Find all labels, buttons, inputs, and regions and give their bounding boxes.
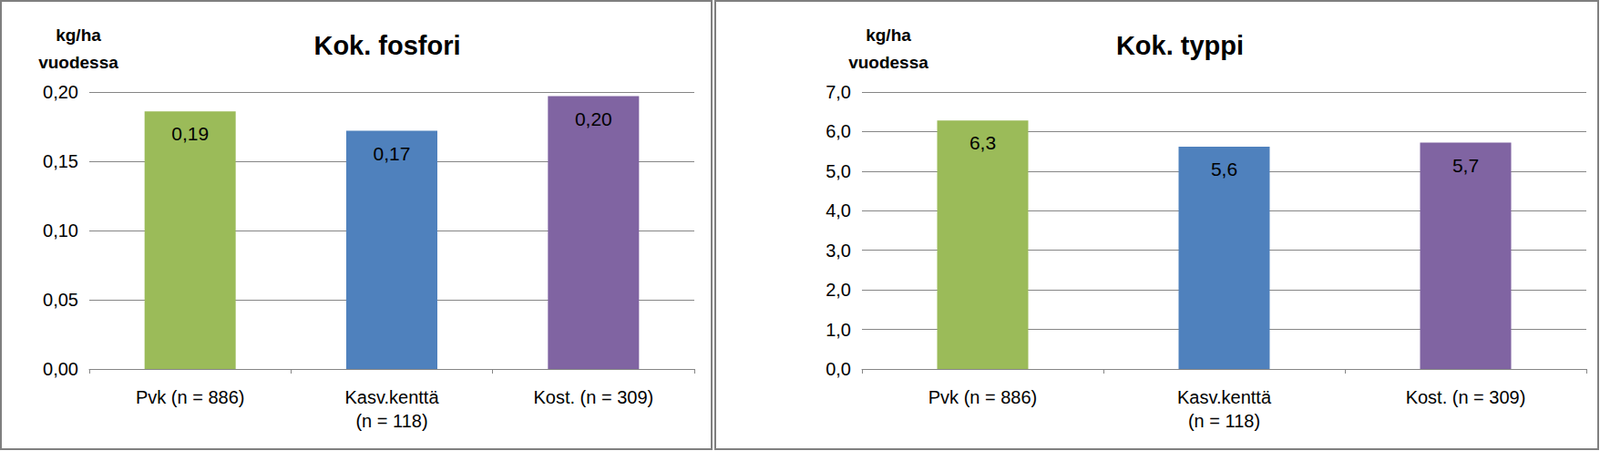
svg-text:0,20: 0,20 (574, 108, 613, 130)
svg-text:0,00: 0,00 (42, 358, 79, 380)
svg-text:7,0: 7,0 (825, 82, 852, 103)
svg-text:1,0: 1,0 (825, 319, 852, 340)
svg-text:kg/ha: kg/ha (865, 25, 912, 45)
svg-text:0,15: 0,15 (42, 151, 79, 172)
svg-text:3,0: 3,0 (825, 240, 852, 261)
svg-text:0,05: 0,05 (42, 289, 79, 310)
svg-text:2,0: 2,0 (825, 279, 852, 300)
svg-text:5,6: 5,6 (1210, 158, 1238, 180)
svg-text:Kost. (n = 309): Kost. (n = 309) (1405, 387, 1527, 408)
svg-text:vuodessa: vuodessa (38, 52, 119, 72)
svg-text:5,7: 5,7 (1452, 154, 1479, 176)
svg-text:Pvk (n = 886): Pvk (n = 886) (928, 387, 1038, 408)
svg-text:5,0: 5,0 (825, 161, 852, 182)
svg-text:0,10: 0,10 (42, 220, 79, 241)
svg-text:0,20: 0,20 (42, 82, 79, 103)
svg-text:Kasv.kenttä: Kasv.kenttä (1177, 387, 1272, 408)
svg-text:0,17: 0,17 (373, 143, 411, 165)
svg-text:Kok. typpi: Kok. typpi (1116, 30, 1244, 61)
svg-text:Kasv.kenttä: Kasv.kenttä (344, 387, 440, 408)
svg-text:4,0: 4,0 (825, 200, 852, 221)
svg-text:vuodessa: vuodessa (848, 52, 929, 72)
svg-text:6,0: 6,0 (825, 121, 852, 142)
svg-text:Kost. (n = 309): Kost. (n = 309) (533, 387, 654, 408)
svg-text:(n = 118): (n = 118) (355, 410, 428, 431)
svg-text:Pvk (n = 886): Pvk (n = 886) (135, 387, 246, 408)
svg-text:kg/ha: kg/ha (55, 25, 102, 45)
svg-text:0,0: 0,0 (825, 358, 852, 380)
svg-text:Kok. fosfori: Kok. fosfori (313, 30, 461, 61)
svg-text:0,19: 0,19 (171, 123, 209, 144)
svg-text:(n = 118): (n = 118) (1188, 410, 1261, 431)
svg-text:6,3: 6,3 (969, 132, 996, 154)
